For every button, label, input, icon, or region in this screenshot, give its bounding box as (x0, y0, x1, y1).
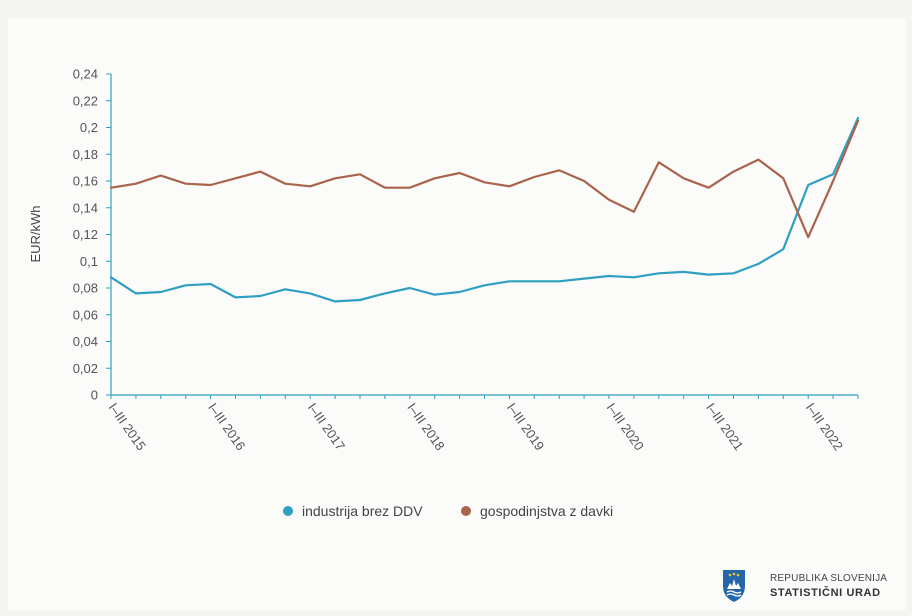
series-line-2 (109, 119, 860, 239)
legend: industrija brez DDV gospodinjstva z davki (283, 503, 613, 519)
y-tick-label: 0,22 (73, 93, 98, 108)
y-axis: 0 0,02 0,04 0,06 0,08 0,1 0,12 0,14 0,16 0,18 0,2 0… (73, 67, 112, 403)
y-tick-label: 0,24 (73, 67, 98, 82)
coat-of-arms-icon (723, 570, 745, 602)
y-tick-label: 0,1 (80, 254, 98, 269)
y-tick-label: 0,02 (73, 361, 98, 376)
legend-marker-2 (461, 506, 471, 516)
legend-label-2: gospodinjstva z davki (480, 503, 613, 519)
logo-line2: STATISTIČNI URAD (770, 586, 881, 599)
logo-line1: REPUBLIKA SLOVENIJA (770, 573, 887, 584)
y-tick-label: 0,14 (73, 200, 98, 215)
y-tick-label: 0,04 (73, 334, 98, 349)
y-axis-label: EUR/kWh (28, 205, 43, 262)
series-line-1 (109, 117, 860, 303)
y-tick-label: 0,06 (73, 307, 98, 322)
chart-panel (8, 18, 906, 610)
y-tick-label: 0 (91, 388, 98, 403)
y-tick-label: 0,12 (73, 227, 98, 242)
y-tick-label: 0,16 (73, 174, 98, 189)
series-group (109, 117, 860, 303)
legend-label-1: industrija brez DDV (302, 503, 423, 519)
logo: REPUBLIKA SLOVENIJA STATISTIČNI URAD (723, 570, 887, 602)
y-tick-label: 0,2 (80, 120, 98, 135)
legend-marker-1 (283, 506, 293, 516)
y-tick-label: 0,18 (73, 147, 98, 162)
y-tick-label: 0,08 (73, 281, 98, 296)
